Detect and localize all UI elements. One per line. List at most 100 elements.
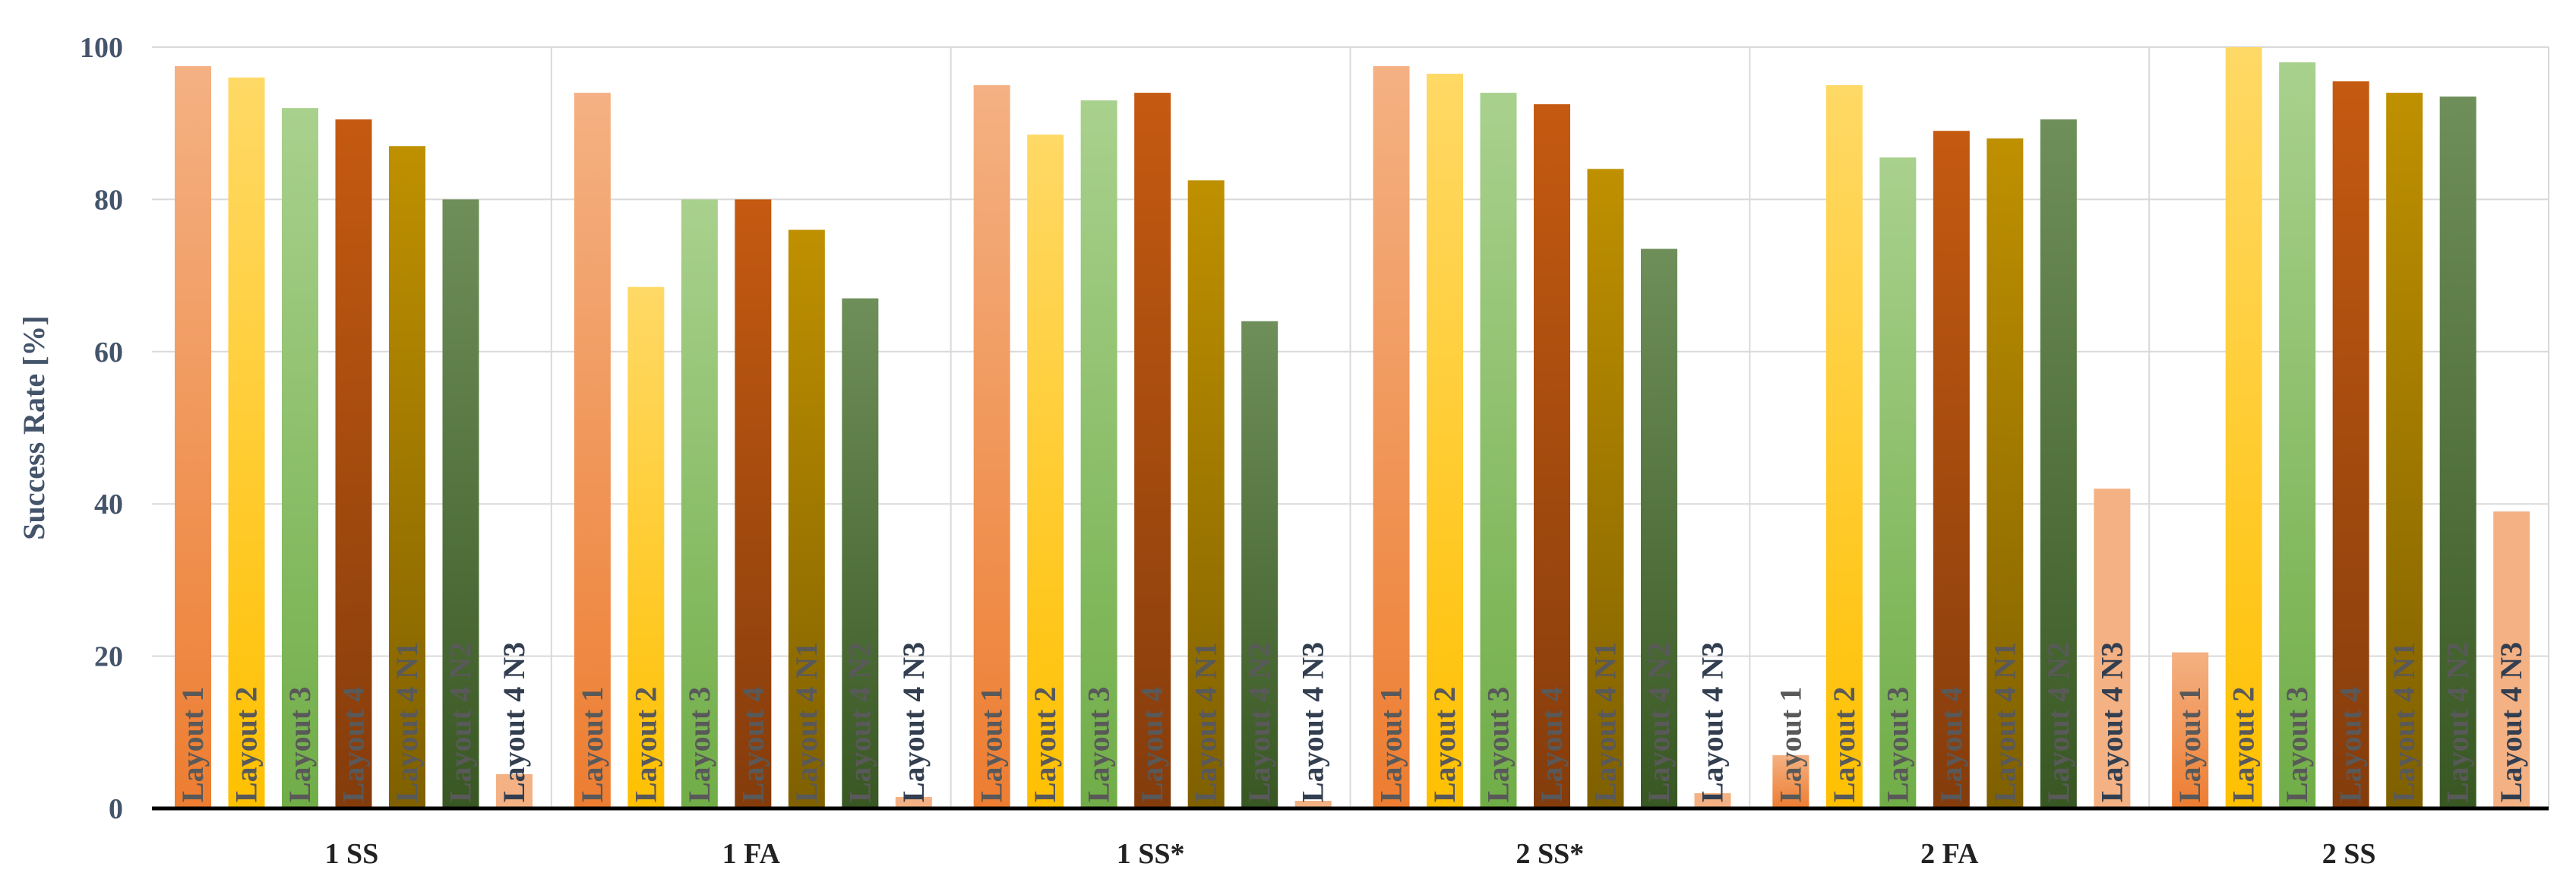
bar-layout-4-n3-2-fa: [2094, 489, 2131, 808]
bar-layout-4-n1-2-fa: [1987, 138, 2024, 809]
bar-series-label: Layout 3: [1082, 687, 1116, 802]
y-axis-title: Success Rate [%]: [17, 315, 51, 540]
bar-layout-3-1-ss: [282, 108, 318, 808]
bar-series-label: Layout 4 N3: [2094, 642, 2129, 802]
bar-series-label: Layout 2: [1427, 687, 1462, 802]
bar-layout-1-2-ss: [2172, 652, 2209, 808]
bars: [175, 47, 2530, 809]
y-tick-label: 40: [94, 489, 123, 520]
bar-series-label: Layout 4 N2: [1642, 642, 1676, 802]
y-tick-label: 0: [109, 793, 123, 825]
bar-series-label: Layout 1: [1773, 687, 1807, 802]
bar-layout-2-1-ss-: [1027, 134, 1064, 809]
bar-layout-4-2-ss-: [1534, 104, 1570, 808]
bar-layout-2-2-ss-: [1427, 74, 1463, 808]
bar-layout-1-1-ss-: [973, 85, 1010, 809]
bar-layout-3-2-fa: [1879, 157, 1917, 809]
bar-series-label: Layout 4: [2334, 687, 2368, 802]
bar-layout-4-1-fa: [735, 199, 772, 808]
bar-series-label: Layout 4 N1: [789, 642, 823, 802]
bar-layout-3-2-ss-: [1480, 93, 1517, 809]
gridlines: [152, 46, 2549, 808]
y-tick-label: 20: [94, 641, 123, 673]
bar-layout-2-2-ss: [2225, 47, 2262, 808]
x-tick-label: 1 SS: [325, 838, 379, 870]
bar-series-label: Layout 4 N2: [444, 642, 478, 802]
bar-layout-4-n2-2-fa: [2040, 119, 2077, 808]
bar-series-label: Layout 4 N1: [1588, 642, 1623, 802]
bar-layout-1-1-fa: [574, 93, 611, 809]
bar-series-label: Layout 2: [1028, 687, 1062, 802]
bar-series-label: Layout 1: [175, 687, 210, 802]
bar-labels: Layout 1 Layout 2 Layout 3 Layout 4 Layout 4…: [175, 642, 2528, 802]
bar-series-label: Layout 4 N2: [1242, 642, 1276, 802]
bar-series-label: Layout 4 N3: [1696, 642, 1730, 802]
bar-series-label: Layout 4: [1934, 687, 1968, 802]
bar-series-label: Layout 4: [735, 687, 770, 802]
bar-layout-4-1-ss: [335, 119, 372, 808]
bar-layout-4-2-fa: [1933, 131, 1970, 809]
bar-layout-4-n3-2-ss-: [1694, 792, 1731, 808]
bar-series-label: Layout 3: [1880, 687, 1914, 802]
bar-layout-4-n2-1-ss-: [1241, 321, 1279, 809]
bar-series-label: Layout 4 N3: [497, 642, 531, 802]
bar-series-label: Layout 4: [337, 687, 371, 802]
bar-layout-3-1-fa: [681, 199, 718, 808]
bar-series-label: Layout 4 N2: [842, 642, 877, 802]
bar-series-label: Layout 1: [2173, 687, 2207, 802]
bar-series-label: Layout 4: [1535, 687, 1569, 802]
bar-layout-3-1-ss-: [1080, 100, 1117, 808]
x-tick-label: 1 SS*: [1117, 838, 1185, 870]
y-tick-label: 100: [80, 32, 123, 64]
bar-series-label: Layout 4 N3: [1296, 642, 1330, 802]
bar-series-label: Layout 2: [229, 687, 264, 802]
bar-layout-2-1-fa: [627, 286, 665, 808]
bar-layout-4-1-ss-: [1134, 93, 1171, 809]
bar-series-label: Layout 2: [1827, 687, 1861, 802]
bar-layout-2-1-ss: [228, 77, 265, 808]
bar-layout-1-1-ss: [175, 66, 211, 809]
bar-layout-4-n1-1-ss: [389, 146, 425, 808]
bar-series-label: Layout 4 N1: [1987, 642, 2021, 802]
bar-layout-4-n1-2-ss: [2386, 93, 2423, 809]
bar-layout-4-n3-2-ss: [2493, 511, 2530, 808]
bar-series-label: Layout 1: [975, 687, 1009, 802]
bar-layout-4-n2-2-ss: [2439, 96, 2476, 808]
y-tick-label: 80: [94, 184, 123, 216]
bar-series-label: Layout 1: [1374, 687, 1408, 802]
x-tick-label: 2 SS*: [1516, 838, 1585, 870]
bar-layout-4-n2-2-ss-: [1641, 248, 1677, 808]
bar-series-label: Layout 4 N1: [2387, 642, 2421, 802]
bar-layout-4-n1-1-ss-: [1187, 180, 1225, 809]
axes: 0 20 40 60 80 100 1 SS 1 FA 1 SS* 2 SS* 2 FA 2 SS Su…: [17, 32, 2549, 870]
bar-series-label: Layout 3: [682, 687, 716, 802]
bar-layout-1-2-fa: [1772, 754, 1810, 808]
y-tick-label: 60: [94, 337, 123, 369]
x-tick-label: 2 SS: [2322, 838, 2376, 870]
bar-layout-4-2-ss: [2332, 81, 2369, 809]
bar-series-label: Layout 3: [1481, 687, 1516, 802]
bar-series-label: Layout 4 N2: [2041, 642, 2075, 802]
bar-layout-2-2-fa: [1825, 85, 1863, 809]
bar-layout-4-n2-1-ss: [442, 199, 479, 808]
bar-series-label: Layout 4 N1: [1189, 642, 1223, 802]
bar-layout-4-n3-1-fa: [895, 796, 932, 808]
bar-series-label: Layout 4: [1135, 687, 1169, 802]
bar-series-label: Layout 4 N3: [896, 642, 931, 802]
bar-series-label: Layout 4 N3: [2494, 642, 2528, 802]
bar-series-label: Layout 1: [575, 687, 609, 802]
bar-series-label: Layout 2: [628, 687, 662, 802]
bar-series-label: Layout 4 N2: [2441, 642, 2475, 802]
bar-layout-1-2-ss-: [1373, 66, 1410, 809]
bar-layout-4-n3-1-ss-: [1294, 800, 1332, 808]
bar-series-label: Layout 3: [2280, 687, 2314, 802]
bar-layout-3-2-ss: [2279, 62, 2316, 809]
x-tick-label: 1 FA: [722, 838, 781, 870]
bar-layout-4-n2-1-fa: [842, 298, 879, 808]
x-tick-label: 2 FA: [1920, 838, 1979, 870]
bar-series-label: Layout 3: [283, 687, 317, 802]
bar-layout-4-n3-1-ss: [496, 773, 533, 808]
bar-layout-4-n1-2-ss-: [1587, 169, 1624, 808]
